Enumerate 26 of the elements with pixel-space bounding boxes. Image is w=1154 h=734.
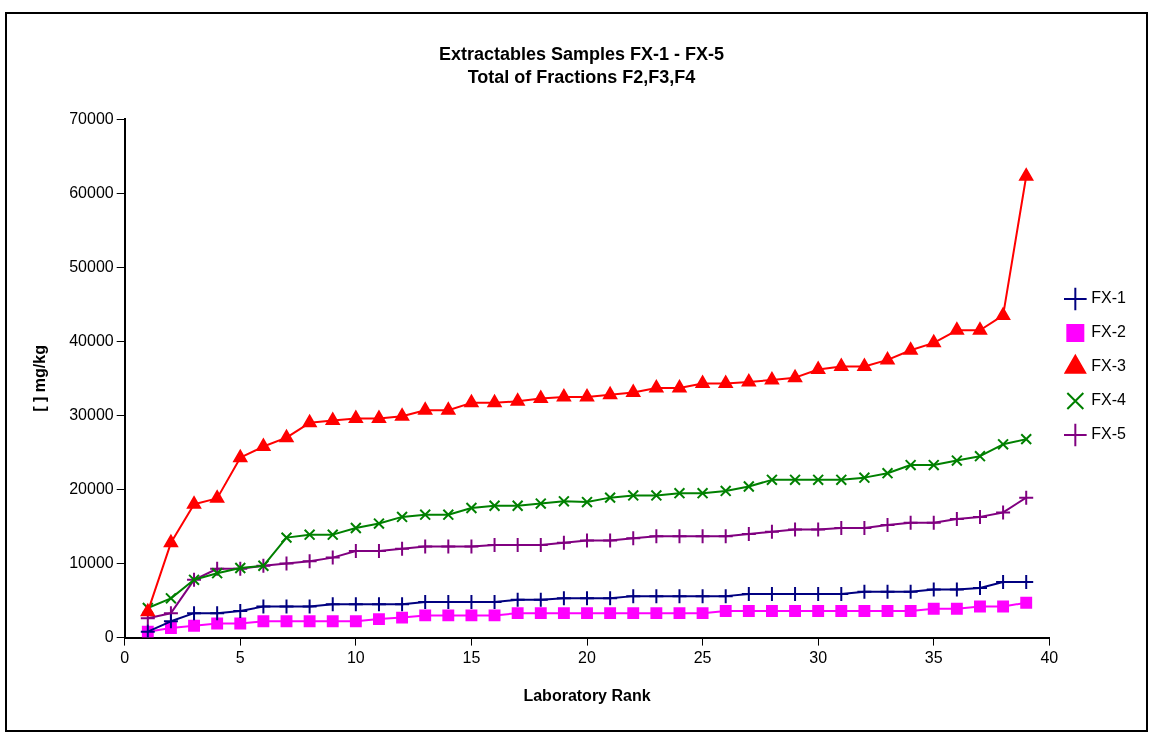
x-axis-title: Laboratory Rank [523, 686, 651, 704]
y-tick-label: 60000 [69, 183, 114, 201]
x-tick-label: 15 [462, 648, 481, 666]
chart-subtitle: Total of Fractions F2,F3,F4 [467, 67, 696, 88]
y-tick-label: 40000 [69, 331, 114, 349]
legend-label: FX-1 [1091, 289, 1127, 307]
legend-label: FX-5 [1091, 425, 1127, 443]
y-tick-label: 10000 [69, 553, 114, 571]
x-tick-label: 5 [235, 648, 245, 666]
y-tick-label: 50000 [69, 257, 114, 275]
x-tick-label: 35 [924, 648, 943, 666]
legend-label: FX-4 [1091, 391, 1127, 409]
x-tick-label: 0 [120, 648, 130, 666]
legend-label: FX-3 [1091, 357, 1127, 375]
y-tick-label: 70000 [69, 109, 114, 127]
y-tick-label: 0 [104, 628, 114, 646]
legend-label: FX-2 [1091, 323, 1127, 341]
y-tick-label: 20000 [69, 479, 114, 497]
x-tick-label: 25 [693, 648, 712, 666]
x-tick-label: 10 [346, 648, 365, 666]
x-tick-label: 20 [578, 648, 597, 666]
chart-title: Extractables Samples FX-1 - FX-5 [438, 43, 725, 64]
y-tick-label: 30000 [69, 405, 114, 423]
x-tick-label: 30 [809, 648, 828, 666]
y-axis-title: [ ] mg/kg [31, 345, 49, 412]
x-tick-label: 40 [1040, 648, 1059, 666]
